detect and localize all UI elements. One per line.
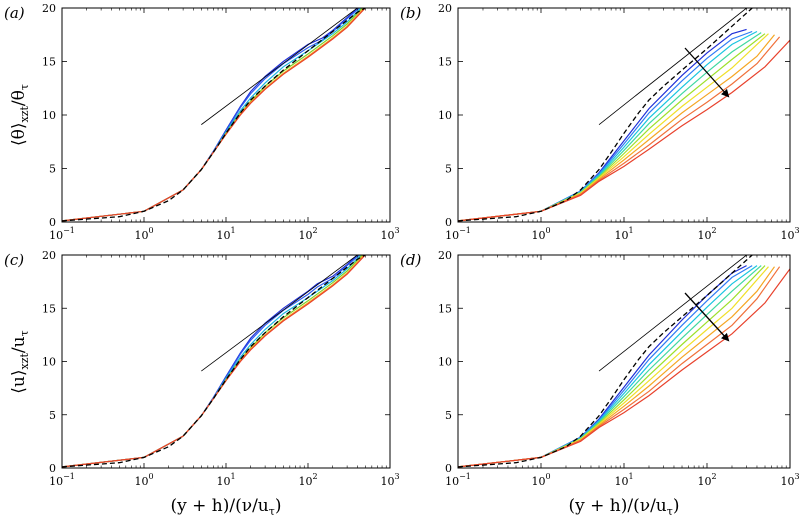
plot-frame: [457, 254, 791, 469]
x-tick-label: 100: [531, 226, 550, 242]
series-line: [62, 8, 358, 222]
panel-label: (a): [4, 4, 25, 22]
x-tick-label: 10−1: [49, 226, 75, 242]
y-tick-label: 5: [445, 163, 452, 176]
y-tick-label: 0: [445, 216, 452, 229]
reference-dashed-line: [62, 255, 366, 468]
series-line: [458, 265, 747, 468]
series-line: [62, 8, 366, 222]
series-line: [458, 36, 781, 222]
plot-frame: [61, 7, 391, 223]
x-tick-label: 10−1: [445, 472, 471, 488]
x-tick-label: 10−1: [49, 472, 75, 488]
x-tick-label: 101: [614, 226, 633, 242]
log-law-line: [201, 255, 358, 372]
y-tick-label: 15: [42, 302, 56, 315]
panel-label: (c): [4, 251, 24, 269]
y-tick-label: 10: [438, 356, 452, 369]
y-tick-label: 20: [438, 249, 452, 262]
reference-dashed-line: [458, 255, 753, 468]
panel-label: (b): [400, 4, 421, 22]
series-line: [458, 28, 747, 222]
series-line: [62, 255, 362, 468]
y-tick-label: 15: [438, 302, 452, 315]
panel-b: 10−1 100 101 102 103 0 5 10 15 20 (b): [400, 2, 800, 242]
y-tick-label: 10: [42, 356, 56, 369]
series-line: [458, 265, 762, 468]
plot-area: [458, 8, 790, 222]
y-tick-label: 0: [49, 462, 56, 475]
plot-area: [62, 255, 366, 468]
y-tick-label: 15: [438, 56, 452, 69]
trend-arrow: [684, 47, 730, 98]
y-tick-label: 5: [49, 409, 56, 422]
series-line: [458, 266, 769, 468]
y-tick-label: 20: [438, 2, 452, 15]
x-axis-label-right: (y + h)/(ν/uτ): [569, 496, 680, 518]
x-tick-label: 10−1: [445, 226, 471, 242]
trend-arrow: [684, 292, 730, 342]
panel-c: 10−1 100 101 102 103 0 5 10 15 20 (c): [4, 249, 400, 488]
plot-frame: [61, 254, 391, 469]
y-tick-label: 0: [445, 462, 452, 475]
x-tick-label: 101: [614, 472, 633, 488]
series-line: [458, 33, 769, 222]
series-line: [458, 268, 790, 468]
x-tick-label: 101: [216, 226, 235, 242]
x-tick-label: 100: [134, 472, 153, 488]
y-axis-label-bottom: ⟨u⟩xzt/uτ: [9, 330, 31, 393]
log-law-line: [598, 8, 747, 125]
y-tick-label: 5: [445, 409, 452, 422]
reference-dashed-line: [62, 8, 366, 222]
y-tick-label: 20: [42, 2, 56, 15]
series-line: [458, 30, 753, 222]
y-tick-label: 10: [438, 109, 452, 122]
x-tick-label: 100: [134, 226, 153, 242]
y-tick-label: 20: [42, 249, 56, 262]
x-tick-label: 103: [780, 226, 799, 242]
x-tick-label: 102: [697, 472, 716, 488]
y-tick-label: 0: [49, 216, 56, 229]
log-law-line: [201, 8, 358, 125]
x-axis-label-left: (y + h)/(ν/uτ): [171, 496, 282, 518]
x-tick-label: 103: [380, 472, 399, 488]
series-line: [458, 266, 775, 468]
x-tick-label: 103: [380, 226, 399, 242]
series-line: [62, 255, 366, 468]
log-law-line: [598, 255, 747, 372]
x-tick-label: 100: [531, 472, 550, 488]
panel-label: (d): [400, 251, 421, 269]
x-tick-label: 102: [298, 226, 317, 242]
x-tick-label: 102: [697, 226, 716, 242]
y-axis-label-top: ⟨θ⟩xzt/θτ: [9, 84, 31, 146]
series-line: [458, 30, 758, 222]
y-tick-label: 5: [49, 163, 56, 176]
x-tick-label: 101: [216, 472, 235, 488]
series-line: [62, 8, 362, 222]
y-tick-label: 15: [42, 56, 56, 69]
reference-dashed-line: [458, 8, 753, 222]
panel-a: 10−1 100 101 102 103 0 5 10 15 20 (a): [4, 2, 400, 242]
y-tick-label: 10: [42, 109, 56, 122]
x-tick-label: 103: [780, 472, 799, 488]
series-line: [458, 32, 762, 222]
series-line: [458, 39, 790, 222]
series-line: [62, 255, 358, 468]
plot-area: [62, 8, 366, 222]
x-tick-label: 102: [298, 472, 317, 488]
plot-area: [458, 255, 790, 468]
panel-d: 10−1 100 101 102 103 0 5 10 15 20 (d): [400, 249, 800, 488]
series-line: [458, 266, 781, 468]
